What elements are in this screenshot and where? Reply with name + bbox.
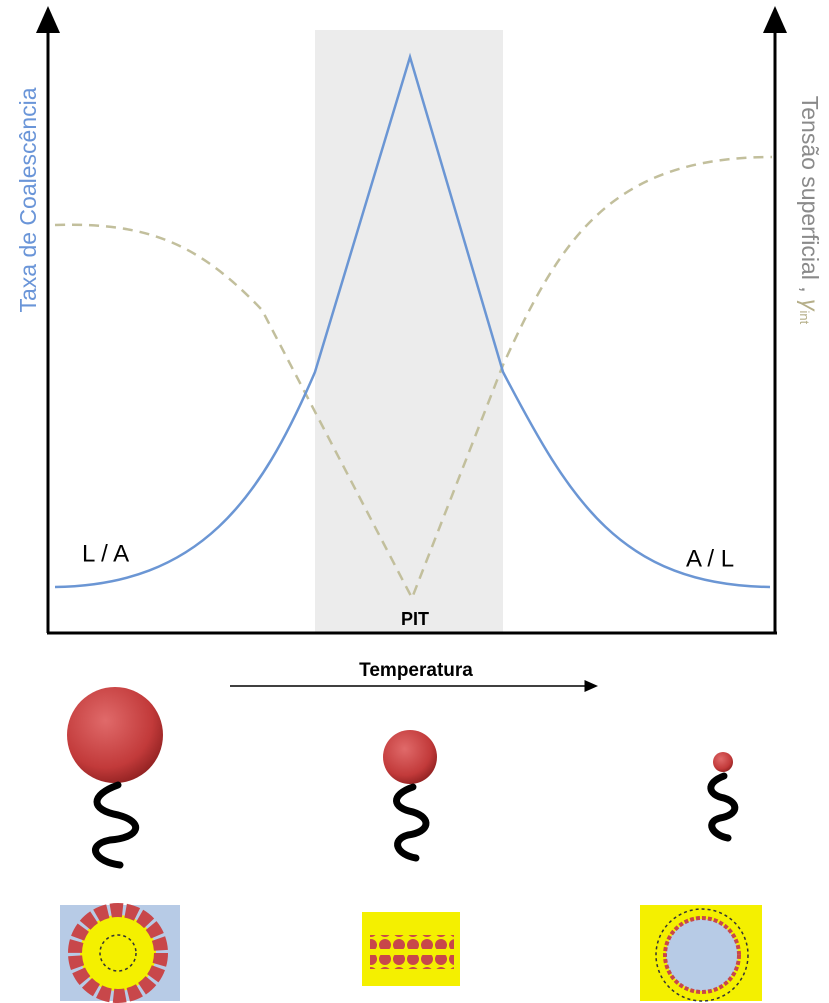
region-label: A / L — [686, 545, 734, 572]
coalescence-curve — [54, 52, 771, 589]
region-label: L / A — [82, 540, 129, 567]
micelles — [60, 903, 762, 1003]
left-axis-label: Taxa de Coalescência — [15, 87, 41, 312]
surfactants — [67, 687, 739, 869]
gamma: γ — [797, 299, 823, 312]
x-axis-label: Temperatura — [359, 660, 473, 681]
gamma-sub: int — [797, 311, 812, 325]
right-label-text: Tensão superficial , — [797, 96, 823, 293]
tension-curve — [54, 155, 773, 602]
right-axis-label: Tensão superficial , γint — [797, 96, 823, 325]
pit-label: PIT — [401, 609, 429, 629]
pit-band — [315, 30, 503, 633]
